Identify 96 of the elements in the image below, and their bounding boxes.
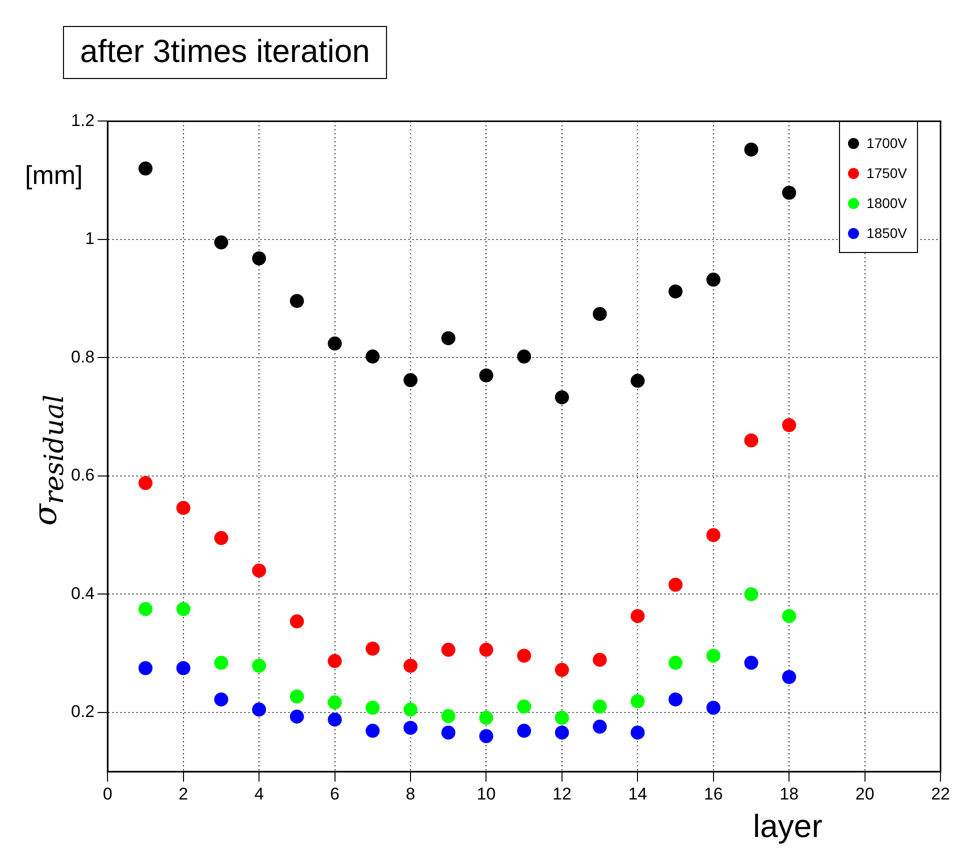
- point: [214, 531, 228, 546]
- point: [252, 564, 266, 578]
- point: [404, 658, 418, 673]
- point: [290, 614, 304, 628]
- point: [176, 661, 190, 676]
- point: [744, 433, 758, 448]
- point: [441, 331, 456, 346]
- point: [404, 702, 418, 717]
- x-tick-label: 6: [330, 784, 340, 804]
- point: [441, 726, 456, 740]
- point: [252, 251, 266, 266]
- x-tick-label: 12: [552, 784, 572, 804]
- point: [252, 702, 266, 717]
- x-tick-label: 8: [406, 784, 416, 804]
- point: [214, 692, 228, 706]
- text: [mm]: [25, 160, 83, 191]
- point: [592, 700, 607, 714]
- point: [554, 710, 569, 725]
- point: [138, 602, 152, 616]
- point: [744, 142, 758, 157]
- x-tick-label: 20: [855, 784, 874, 804]
- x-tick-label: 4: [254, 784, 264, 804]
- point: [404, 720, 418, 735]
- y-tick-label: 1: [85, 229, 95, 248]
- point: [479, 729, 494, 744]
- point: [706, 648, 720, 663]
- legend-label: 1700V: [866, 135, 908, 152]
- point: [668, 284, 683, 298]
- point: [290, 710, 304, 724]
- legend-label: 1850V: [866, 225, 908, 242]
- point: [479, 368, 494, 382]
- point: [328, 695, 342, 710]
- point: [176, 602, 190, 616]
- point: [138, 476, 152, 490]
- point: [517, 648, 532, 663]
- point: [328, 654, 342, 668]
- point: [366, 700, 380, 715]
- x-tick-label: 22: [931, 784, 950, 804]
- point: [554, 662, 569, 677]
- point: [668, 578, 683, 592]
- point: [214, 235, 228, 250]
- point: [138, 661, 152, 676]
- y-tick-label: 0.2: [70, 702, 95, 722]
- point: [630, 609, 645, 624]
- point: [517, 724, 532, 738]
- point: [630, 694, 645, 708]
- point: [441, 709, 456, 724]
- point: [630, 374, 645, 388]
- point: [668, 692, 683, 706]
- point: [252, 658, 266, 673]
- point: [214, 656, 228, 670]
- point: [630, 726, 645, 740]
- point: [441, 642, 456, 657]
- point: [404, 373, 418, 388]
- point: [479, 710, 494, 725]
- point: [176, 500, 190, 515]
- point: [366, 724, 380, 738]
- point: [592, 720, 607, 734]
- y-tick-label: 1.2: [70, 110, 95, 130]
- point: [290, 690, 304, 704]
- point: [706, 700, 720, 715]
- y-tick-label: 0.4: [70, 584, 95, 603]
- point: [479, 642, 494, 657]
- point: [592, 306, 607, 321]
- point: [782, 186, 796, 200]
- point: [592, 652, 607, 667]
- x-tick-label: 16: [704, 784, 723, 804]
- x-tick-label: 18: [780, 784, 799, 804]
- legend-label: 1750V: [866, 165, 908, 182]
- y-tick-label: 0.6: [70, 466, 95, 485]
- point: [706, 272, 720, 287]
- point: [706, 528, 720, 542]
- point: [554, 726, 569, 740]
- x-tick-label: 14: [628, 784, 648, 804]
- point: [366, 642, 380, 656]
- point: [517, 350, 532, 364]
- point: [328, 712, 342, 727]
- point: [554, 390, 569, 404]
- point: [668, 656, 683, 670]
- point: [782, 418, 796, 432]
- y-tick-label: 0.8: [70, 347, 95, 366]
- legend-label: 1800V: [866, 195, 908, 212]
- chart-title: after 3times iteration: [63, 26, 387, 79]
- point: [328, 336, 342, 351]
- point: [782, 609, 796, 624]
- x-axis-title: layer: [753, 808, 822, 845]
- point: [744, 587, 758, 602]
- point: [517, 700, 532, 714]
- point: [744, 656, 758, 670]
- point: [366, 350, 380, 364]
- x-tick-label: 0: [102, 784, 112, 804]
- point: [290, 294, 304, 308]
- x-tick-label: 10: [476, 784, 496, 804]
- x-tick-label: 2: [178, 784, 188, 804]
- point: [138, 162, 152, 176]
- point: [782, 670, 796, 684]
